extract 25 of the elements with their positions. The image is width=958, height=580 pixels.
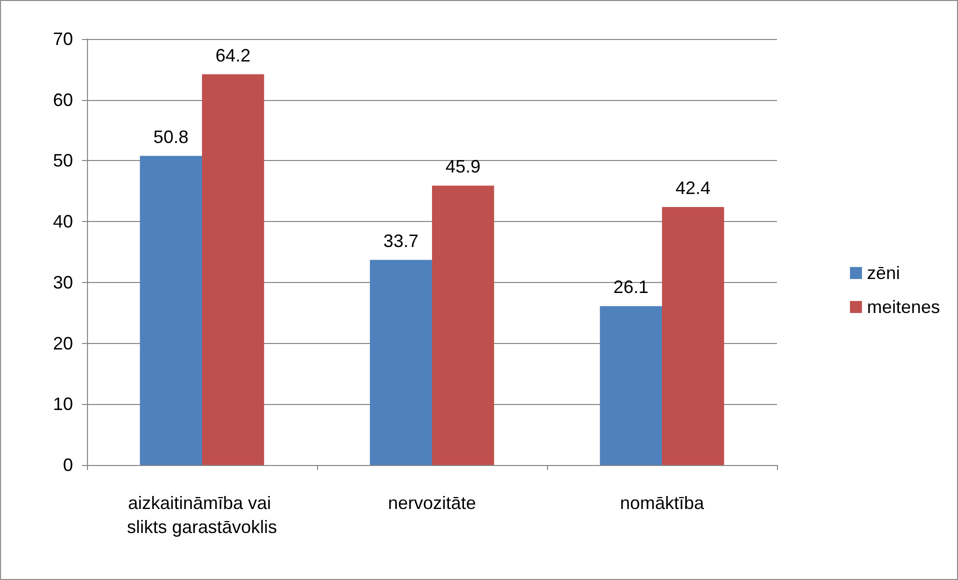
bar <box>140 156 202 465</box>
y-tick-label: 70 <box>52 29 73 49</box>
data-label: 45.9 <box>446 156 481 177</box>
data-label: 33.7 <box>383 230 418 251</box>
y-tick-label: 60 <box>52 90 73 110</box>
bar <box>600 306 662 465</box>
x-tick-label: nervozitāte <box>388 493 476 513</box>
legend-label: zēni <box>866 263 900 283</box>
bar <box>370 260 432 465</box>
data-label: 42.4 <box>676 178 711 198</box>
data-label: 26.1 <box>613 277 648 298</box>
bar <box>662 206 724 465</box>
y-tick-label: 20 <box>52 333 73 354</box>
data-label: 50.8 <box>153 126 188 147</box>
data-label: 64.2 <box>216 45 251 66</box>
bar <box>202 74 264 465</box>
y-tick-label: 10 <box>52 394 73 414</box>
x-tick-label: aizkaitināmība vai slikts garastāvoklis <box>126 493 278 537</box>
bar <box>432 186 494 465</box>
x-tick-label: nomāktība <box>620 493 706 513</box>
legend-label: meitenes <box>866 297 940 317</box>
y-tick-label: 30 <box>52 272 73 292</box>
y-tick-label: 40 <box>52 212 73 232</box>
y-tick-label: 50 <box>52 150 73 171</box>
y-tick-label: 0 <box>62 455 73 475</box>
